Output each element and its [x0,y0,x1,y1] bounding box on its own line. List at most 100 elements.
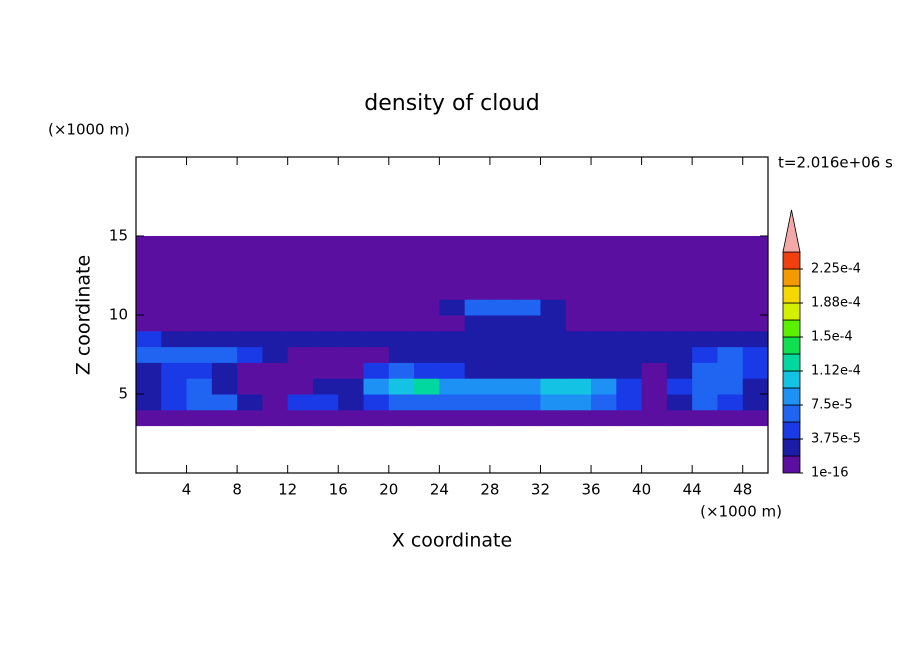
contour-cell [262,299,289,316]
contour-cell [489,409,516,427]
contour-cell [616,362,643,379]
x-axis-title: X coordinate [392,530,512,552]
colorbar-extend [782,209,801,253]
contour-cell [237,409,263,427]
contour-cell [312,362,339,379]
contour-cell [136,330,162,348]
x-tick-label: 28 [480,481,499,499]
contour-cell [287,299,314,316]
contour-cell [666,283,693,300]
contour-cell [186,299,213,316]
contour-cell [414,409,440,427]
x-tick-label: 4 [182,481,192,499]
contour-cell [439,409,466,427]
contour-cell [338,251,365,269]
contour-cell [515,330,541,348]
contour-cell [287,330,314,348]
contour-cell [641,330,668,348]
contour-cell [742,283,769,300]
contour-cell [312,267,339,284]
contour-cell [641,409,668,427]
contour-cell [591,315,617,332]
contour-cell [641,236,668,253]
contour-cell [464,267,491,284]
contour-cell [388,346,415,363]
contour-cell [414,394,440,411]
contour-cell [616,315,643,332]
contour-cell [515,267,541,284]
contour-cell [540,362,567,379]
contour-cell [565,315,592,332]
contour-cell [338,394,365,411]
colorbar-label: 2.25e-4 [811,262,861,277]
contour-cell [565,378,592,395]
contour-cell [186,236,213,253]
contour-cell [414,315,440,332]
contour-cell [439,394,466,411]
contour-cell [515,283,541,300]
contour-cell [692,267,718,284]
contour-cell [388,330,415,348]
contour-cell [742,362,769,379]
contour-cell [161,251,188,269]
contour-cell [338,330,365,348]
contour-cell [287,283,314,300]
contour-cell [136,378,162,395]
contour-cell [616,236,643,253]
contour-cell [211,283,238,300]
contour-cell [388,283,415,300]
x-tick-label: 24 [430,481,449,499]
contour-cell [616,378,643,395]
contour-cell [591,394,617,411]
contour-cell [666,315,693,332]
contour-cell [414,378,440,395]
contour-cell [312,236,339,253]
contour-cell [515,362,541,379]
contour-cell [262,394,289,411]
contour-cell [262,409,289,427]
contour-cell [237,346,263,363]
contour-cell [666,330,693,348]
colorbar-band [782,353,801,372]
contour-cell [464,283,491,300]
contour-cell [515,251,541,269]
contour-cell [287,362,314,379]
contour-cell [388,315,415,332]
x-tick-label: 12 [278,481,297,499]
contour-cell [540,267,567,284]
contour-cell [186,267,213,284]
contour-cell [464,378,491,395]
colorbar-band [782,455,801,474]
contour-cell [565,251,592,269]
colorbar-band [782,421,801,440]
contour-cell [464,251,491,269]
contour-cell [312,409,339,427]
contour-cell [489,362,516,379]
contour-cell [363,362,390,379]
contour-cell [591,362,617,379]
contour-cell [388,409,415,427]
contour-cell [338,299,365,316]
contour-cell [717,251,744,269]
contour-cell [211,378,238,395]
contour-cell [692,378,718,395]
y-tick-label: 5 [118,385,128,403]
contour-cell [186,251,213,269]
contour-cell [515,394,541,411]
contour-cell [136,283,162,300]
contour-cell [616,251,643,269]
contour-cell [186,362,213,379]
x-unit: (×1000 m) [700,503,782,521]
colorbar-band [782,336,801,355]
contour-cell [742,315,769,332]
contour-cell [414,267,440,284]
contour-cell [489,251,516,269]
contour-cell [591,409,617,427]
contour-cell [692,346,718,363]
contour-cell [338,236,365,253]
contour-cell [237,378,263,395]
contour-cell [641,378,668,395]
x-tick-label: 36 [581,481,600,499]
contour-cell [211,236,238,253]
